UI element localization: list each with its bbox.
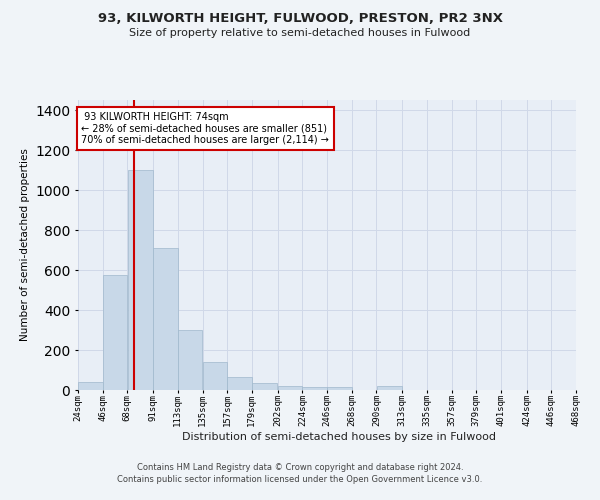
- Bar: [203, 362, 227, 390]
- Bar: [128, 170, 153, 390]
- Bar: [252, 383, 277, 390]
- Text: Contains public sector information licensed under the Open Government Licence v3: Contains public sector information licen…: [118, 475, 482, 484]
- Text: Size of property relative to semi-detached houses in Fulwood: Size of property relative to semi-detach…: [130, 28, 470, 38]
- Text: 93 KILWORTH HEIGHT: 74sqm
← 28% of semi-detached houses are smaller (851)
70% of: 93 KILWORTH HEIGHT: 74sqm ← 28% of semi-…: [82, 112, 329, 145]
- Text: Distribution of semi-detached houses by size in Fulwood: Distribution of semi-detached houses by …: [182, 432, 496, 442]
- Bar: [278, 386, 302, 390]
- Bar: [302, 387, 327, 390]
- Bar: [377, 386, 402, 390]
- Bar: [178, 330, 202, 390]
- Text: 93, KILWORTH HEIGHT, FULWOOD, PRESTON, PR2 3NX: 93, KILWORTH HEIGHT, FULWOOD, PRESTON, P…: [97, 12, 503, 26]
- Text: Contains HM Land Registry data © Crown copyright and database right 2024.: Contains HM Land Registry data © Crown c…: [137, 462, 463, 471]
- Bar: [227, 377, 251, 390]
- Bar: [327, 387, 352, 390]
- Bar: [103, 275, 127, 390]
- Bar: [154, 248, 178, 390]
- Bar: [78, 382, 103, 390]
- Y-axis label: Number of semi-detached properties: Number of semi-detached properties: [20, 148, 29, 342]
